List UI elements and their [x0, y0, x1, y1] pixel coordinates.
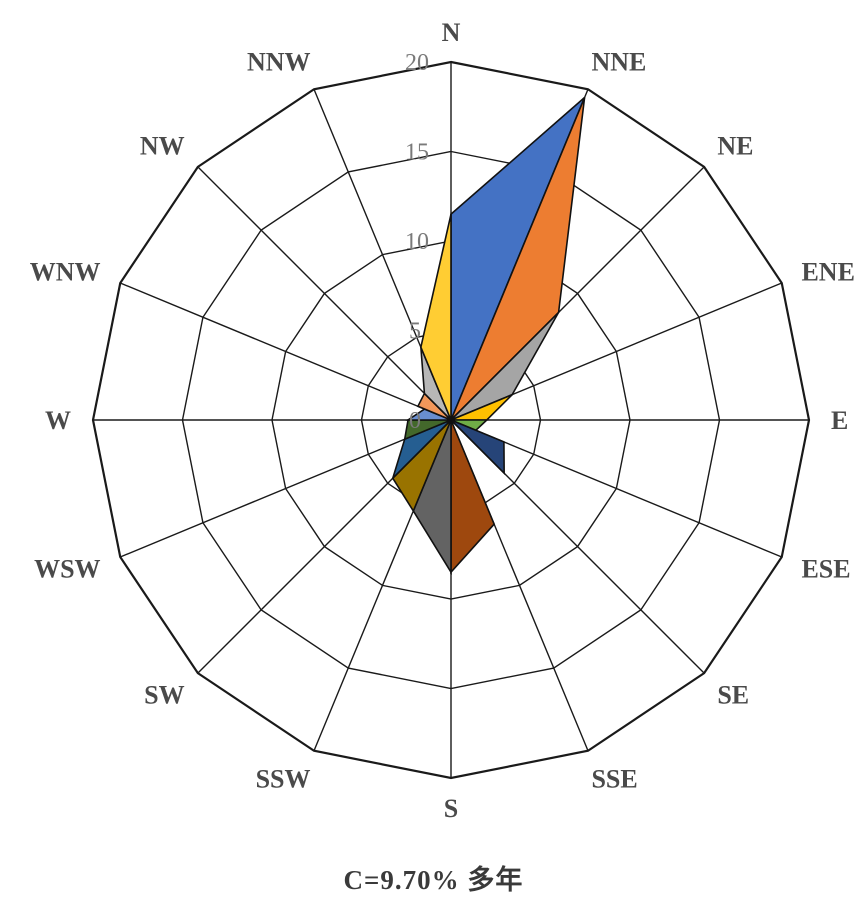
series-6-area — [450, 419, 505, 476]
radial-tick-10: 10 — [405, 229, 429, 255]
direction-label-S: S — [444, 794, 458, 823]
direction-labels: N NNE NE ENE E ESE SE SSE S SSW SW WSW W WNW NW NNW — [30, 18, 855, 823]
radial-tick-5: 5 — [409, 319, 421, 345]
radial-tick-0: 0 — [409, 408, 421, 434]
direction-label-SSE: SSE — [591, 764, 637, 793]
radial-tick-20: 20 — [405, 50, 429, 76]
direction-label-WNW: WNW — [30, 258, 101, 287]
spoke-NW — [197, 166, 452, 421]
direction-label-N: N — [442, 18, 461, 47]
spoke-WSW — [119, 419, 452, 558]
direction-label-SE: SE — [717, 680, 749, 709]
radial-tick-labels: 0 5 10 15 20 — [405, 50, 429, 434]
direction-label-SW: SW — [144, 680, 184, 709]
direction-label-E: E — [831, 406, 848, 435]
spoke-WNW — [119, 282, 452, 421]
direction-label-W: W — [45, 406, 71, 435]
direction-label-NE: NE — [717, 132, 753, 161]
spoke-ESE — [450, 419, 783, 558]
radial-tick-15: 15 — [405, 140, 429, 166]
direction-label-NNE: NNE — [591, 48, 646, 77]
direction-label-ESE: ESE — [801, 554, 850, 583]
direction-label-NNW: NNW — [247, 48, 311, 77]
direction-label-ENE: ENE — [801, 258, 854, 287]
direction-label-SSW: SSW — [256, 764, 311, 793]
direction-label-NW: NW — [140, 132, 185, 161]
series-15-area — [420, 213, 452, 421]
chart-caption: C=9.70% 多年 — [343, 865, 524, 895]
wind-rose-chart: 0 5 10 15 20 N NNE NE ENE E ESE SE SSE S SSW SW WSW W WNW… — [30, 18, 855, 823]
direction-label-WSW: WSW — [34, 554, 100, 583]
series-layer — [391, 96, 586, 575]
